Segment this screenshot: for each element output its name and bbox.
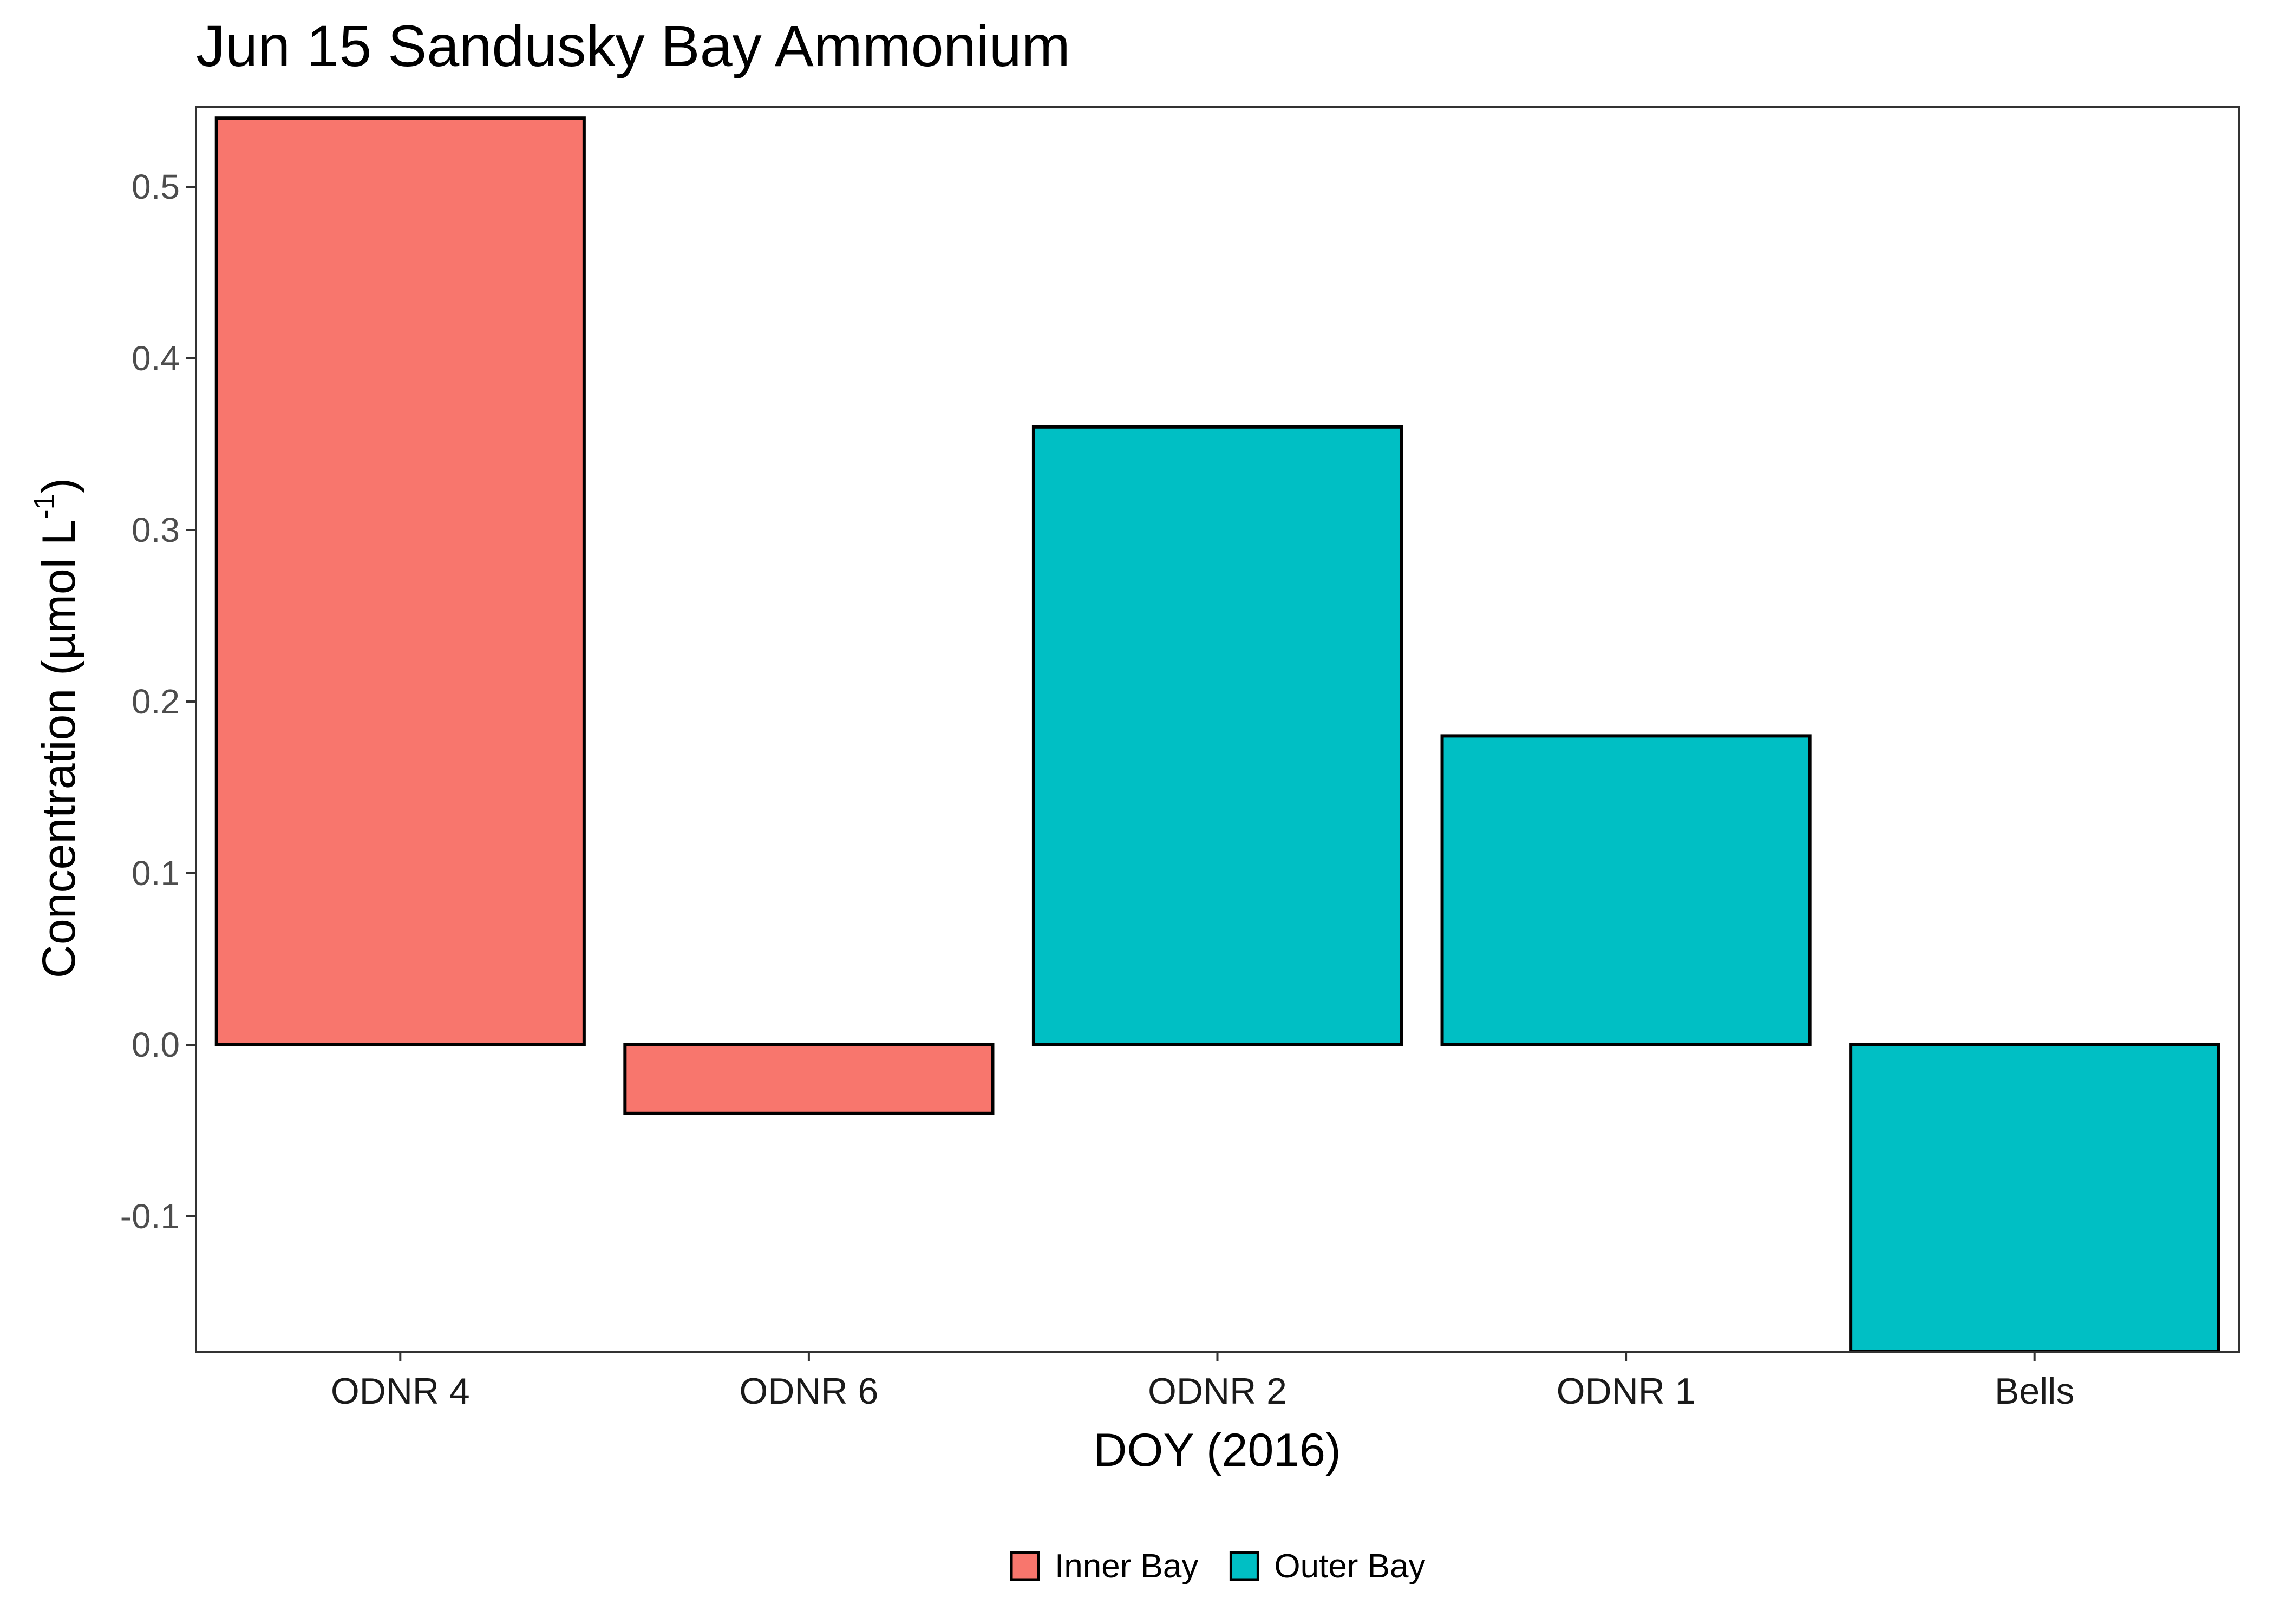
x-tick-label: ODNR 2 [1148,1371,1287,1412]
y-tick-label: 0.0 [132,1025,180,1064]
y-tick-label: -0.1 [120,1197,180,1236]
x-tick-label: ODNR 6 [739,1371,878,1412]
legend-key-inner-bay [1010,1551,1040,1581]
bar-odnr-4 [214,116,586,1047]
x-axis: ODNR 4 ODNR 6 ODNR 2 ODNR 1 Bells [331,1352,2074,1412]
x-tick-label: ODNR 4 [331,1371,470,1412]
chart-title: Jun 15 Sandusky Bay Ammonium [196,13,1070,78]
y-tick-label: 0.5 [132,167,180,206]
x-tick-label: Bells [1995,1371,2074,1412]
legend-key-outer-bay [1229,1551,1259,1581]
bar-odnr-6 [623,1043,995,1115]
y-axis-title-superscript: -1 [28,493,61,519]
y-tick-label: 0.4 [132,339,180,378]
bar-odnr-1 [1440,734,1812,1046]
y-tick-label: 0.3 [132,510,180,549]
y-tick-label: 0.1 [132,854,180,893]
legend: Inner Bay Outer Bay [1010,1548,1426,1585]
y-axis-title-close: ) [33,478,85,494]
x-axis-title: DOY (2016) [1093,1424,1341,1476]
x-tick-label: ODNR 1 [1557,1371,1696,1412]
legend-label: Outer Bay [1274,1548,1425,1585]
y-axis-title-main: Concentration (µmol L [33,519,85,978]
legend-label: Inner Bay [1055,1548,1198,1585]
y-tick-label: 0.2 [132,682,180,721]
bar-odnr-2 [1031,425,1403,1046]
y-axis: -0.1 0.0 0.1 0.2 0.3 0.4 0.5 [120,167,196,1236]
y-axis-title: Concentration (µmol L-1) [28,478,85,978]
bars [195,106,2240,1353]
bar-bells [1849,1043,2220,1353]
